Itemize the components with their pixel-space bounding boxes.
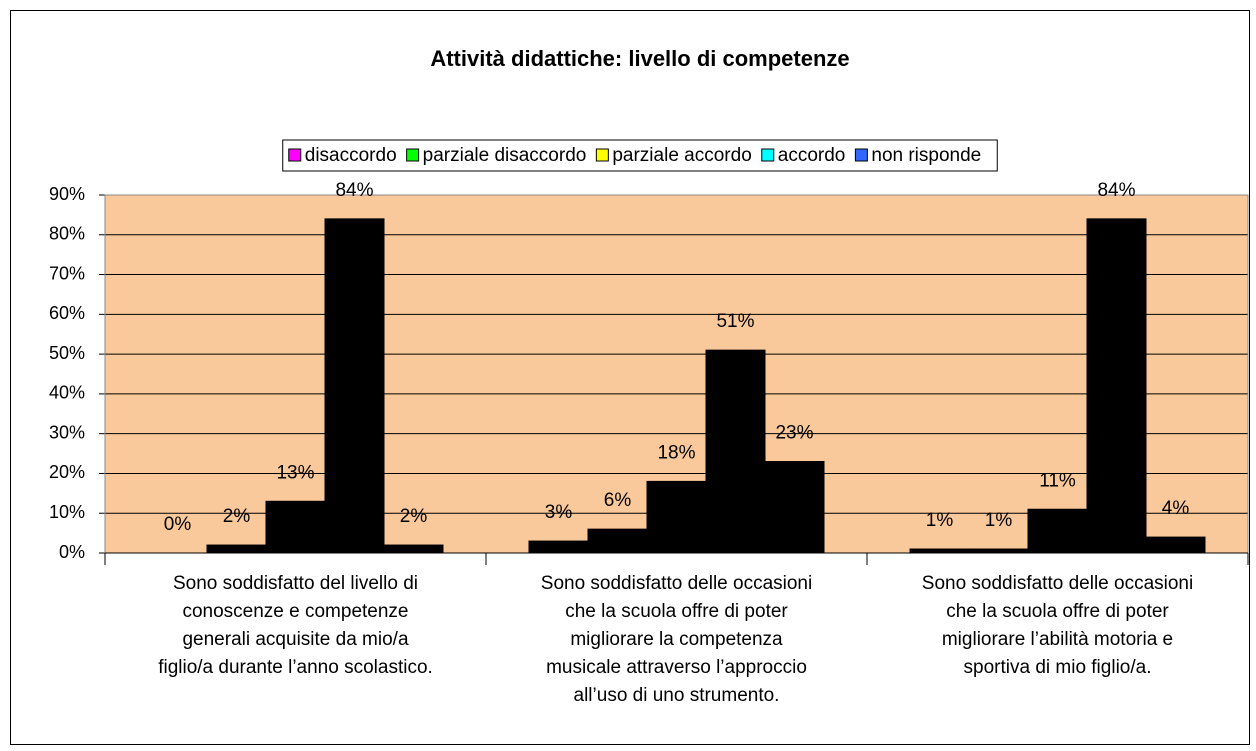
- bar: [587, 528, 648, 554]
- data-label: 2%: [223, 506, 251, 527]
- bar: [1027, 508, 1088, 554]
- bar: [646, 480, 707, 554]
- bar: [383, 544, 444, 554]
- legend-label: accordo: [778, 145, 846, 166]
- y-tick-label: 40%: [49, 383, 85, 403]
- y-tick-label: 0%: [59, 542, 85, 562]
- data-label: 3%: [545, 502, 573, 523]
- y-tick-label: 50%: [49, 343, 85, 363]
- x-tick-label: migliorare l’abilità motoria e: [942, 629, 1173, 650]
- data-label: 84%: [1097, 180, 1135, 201]
- legend-label: disaccordo: [305, 145, 397, 166]
- y-tick-label: 30%: [49, 422, 85, 442]
- data-label: 1%: [985, 510, 1013, 531]
- legend-swatch: [854, 148, 868, 162]
- x-tick-label: sportiva di mio figlio/a.: [964, 657, 1152, 678]
- x-tick-label: generali acquisite da mio/a: [182, 629, 408, 650]
- x-tick-label: che la scuola offre di poter: [946, 601, 1169, 622]
- bar: [265, 500, 326, 554]
- legend-label: parziale disaccordo: [423, 145, 587, 166]
- legend-swatch: [595, 148, 609, 162]
- bar: [1086, 218, 1147, 554]
- chart-title: Attività didattiche: livello di competen…: [430, 46, 849, 71]
- bar: [324, 218, 385, 554]
- legend-label: non risponde: [871, 145, 981, 166]
- y-tick-label: 10%: [49, 502, 85, 522]
- x-tick-label: che la scuola offre di poter: [565, 601, 788, 622]
- data-label: 0%: [164, 514, 192, 535]
- data-label: 2%: [400, 506, 428, 527]
- bar: [764, 461, 825, 554]
- bar: [1145, 536, 1206, 554]
- y-tick-label: 80%: [49, 224, 85, 244]
- legend-swatch: [761, 148, 775, 162]
- x-tick-label: migliorare la competenza: [570, 629, 783, 650]
- legend-box: [282, 139, 998, 172]
- data-label: 51%: [716, 311, 754, 332]
- data-label: 13%: [276, 462, 314, 483]
- bar: [528, 540, 589, 554]
- data-label: 23%: [775, 423, 813, 444]
- bar: [206, 544, 267, 554]
- bar: [909, 548, 970, 554]
- x-tick-label: conoscenze e competenze: [182, 601, 408, 622]
- x-tick-label: musicale attraverso l’approccio: [546, 657, 807, 678]
- data-label: 4%: [1162, 498, 1190, 519]
- x-tick-label: Sono soddisfatto delle occasioni: [922, 573, 1193, 594]
- x-tick-label: Sono soddisfatto delle occasioni: [541, 573, 812, 594]
- data-label: 1%: [926, 510, 954, 531]
- data-label: 11%: [1039, 470, 1076, 491]
- legend-swatch: [406, 148, 420, 162]
- x-tick-label: all’uso di uno strumento.: [574, 685, 780, 706]
- data-label: 18%: [657, 442, 695, 463]
- legend-swatch: [288, 148, 302, 162]
- y-tick-label: 70%: [49, 263, 85, 283]
- legend-label: parziale accordo: [612, 145, 751, 166]
- y-tick-label: 20%: [49, 462, 85, 482]
- y-tick-label: 90%: [49, 184, 85, 204]
- bar: [705, 349, 766, 554]
- data-label: 84%: [335, 180, 373, 201]
- data-label: 6%: [604, 490, 632, 511]
- bar: [968, 548, 1029, 554]
- x-tick-label: figlio/a durante l’anno scolastico.: [158, 657, 433, 678]
- y-tick-label: 60%: [49, 303, 85, 323]
- x-tick-label: Sono soddisfatto del livello di: [173, 573, 418, 594]
